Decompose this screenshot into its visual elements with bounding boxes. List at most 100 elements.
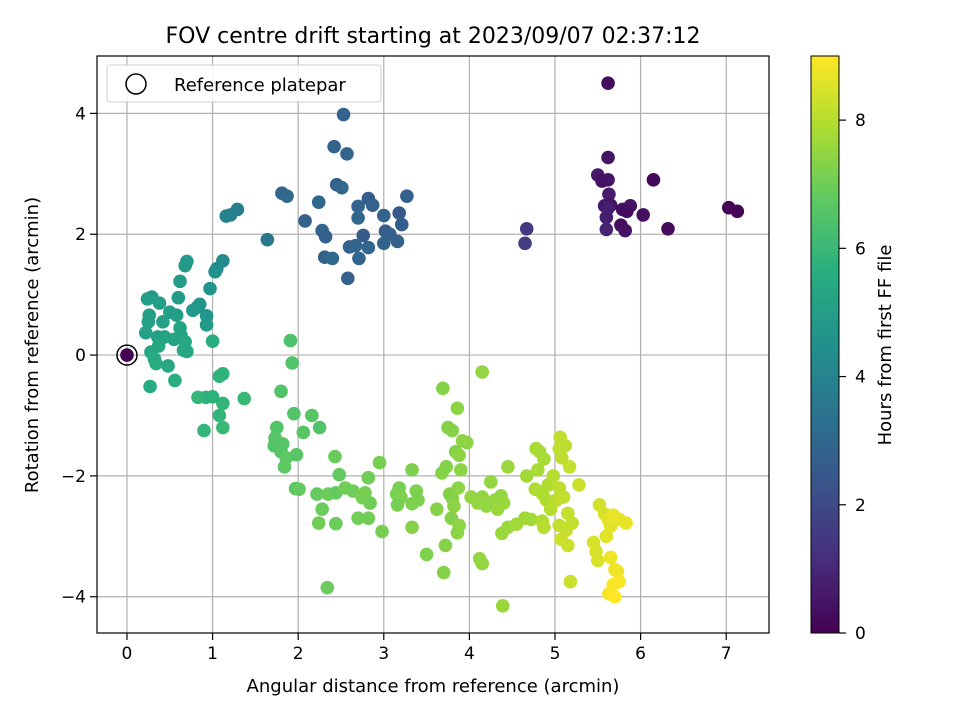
data-point [143,379,157,394]
data-point [518,236,532,251]
data-point [351,199,365,214]
data-point [555,450,569,465]
data-point [351,511,365,526]
y-axis-label: Rotation from reference (arcmin) [22,197,43,493]
x-axis-ticks: 0 1 2 3 4 5 6 7 [122,633,732,664]
data-point [390,498,405,512]
data-point [173,274,187,289]
data-point [451,481,466,495]
legend: Reference platepar [106,64,382,103]
data-point [335,180,349,195]
data-point [394,217,409,232]
data-point [138,325,153,340]
data-point [260,232,275,247]
data-point [599,222,614,237]
data-point [400,189,414,203]
data-point [610,564,625,579]
data-point [436,565,451,580]
data-point [336,107,351,122]
data-point [546,469,561,483]
data-point [562,460,577,474]
data-point [464,490,478,504]
chart-title: FOV centre drift starting at 2023/09/07 … [166,24,701,49]
x-tick-label: 6 [635,644,646,664]
data-point [475,365,490,379]
data-point [411,493,425,507]
data-point [561,538,575,553]
data-point [315,502,329,516]
data-point [216,420,230,435]
data-point [311,195,326,210]
data-point [140,292,155,306]
x-tick-label: 7 [721,644,732,664]
data-point [197,423,211,438]
data-point [277,460,292,474]
data-point [312,420,327,435]
data-point [519,469,534,483]
y-tick-label: 0 [75,346,86,366]
data-point [212,369,227,384]
data-point [340,147,354,161]
data-point [599,210,614,225]
reference-ring [116,344,138,366]
colorbar-label: Hours from first FF file [875,245,896,446]
data-point [524,512,538,527]
data-point [565,516,579,530]
y-tick-label: 2 [75,225,86,245]
data-point [475,556,490,571]
data-point [405,463,419,477]
data-point [305,408,319,423]
data-point [191,390,205,405]
data-point [346,484,360,498]
colorbar: 0 2 4 6 8 Hours from first FF file [810,55,896,644]
data-point [405,520,419,535]
data-point [237,391,252,406]
x-tick-label: 1 [207,644,218,664]
data-point [186,303,200,318]
data-point [601,150,615,165]
data-point [363,496,377,510]
data-point [496,496,511,510]
data-point [483,475,498,489]
data-points [138,76,745,613]
data-point [601,76,615,90]
data-point [450,525,465,540]
data-point [563,574,578,589]
data-point [289,447,304,462]
data-point [620,204,634,219]
data-point [356,228,371,243]
y-tick-label: −4 [61,588,86,608]
data-point [230,202,245,217]
data-point [531,463,545,477]
data-point [646,173,661,187]
data-point [438,538,453,553]
reference-point [120,348,134,362]
colorbar-tick-label: 0 [855,624,866,644]
x-axis-label: Angular distance from reference (arcmin) [247,676,620,697]
data-point [602,187,616,202]
data-point [619,516,633,530]
legend-box [106,64,382,103]
data-point [460,435,474,450]
x-tick-label: 5 [550,644,561,664]
data-point [419,547,434,562]
colorbar-tick-label: 4 [855,368,866,388]
data-point [178,258,192,273]
data-point [590,553,605,568]
colorbar-ticks: 0 2 4 6 8 [839,111,866,644]
reference-marker [116,344,138,366]
data-point [450,401,465,416]
data-point [454,463,468,477]
data-point [439,460,454,474]
colorbar-tick-label: 2 [855,496,866,516]
data-point [298,214,312,228]
data-point [618,223,632,238]
colorbar-tick-label: 8 [855,111,866,131]
data-point [558,438,573,453]
data-point [168,373,182,388]
data-point [149,356,163,371]
data-point [332,467,347,482]
x-tick-label: 4 [464,644,475,664]
data-point [351,211,365,225]
data-point [361,470,376,485]
